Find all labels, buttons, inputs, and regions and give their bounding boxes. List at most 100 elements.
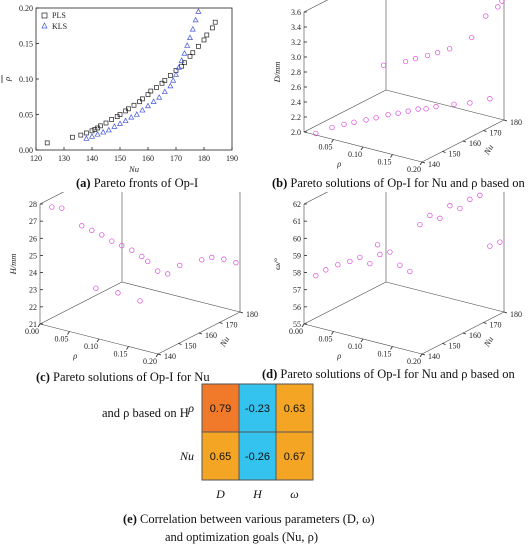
row-label: ρ <box>187 401 194 415</box>
rho-tick-label: 0.05 <box>319 143 333 152</box>
data-point <box>377 251 383 258</box>
nu-tick-label: 140 <box>428 160 440 169</box>
rho-tick-label: 0.00 <box>25 327 39 336</box>
data-point <box>115 290 121 296</box>
point-pls <box>103 120 109 126</box>
data-point <box>357 254 363 261</box>
z-tick-label: 55 <box>293 320 301 329</box>
heatmap-cell <box>201 383 240 433</box>
z-tick-label: 28 <box>29 200 37 209</box>
data-point <box>457 205 463 212</box>
x-tick-label: 150 <box>114 154 126 163</box>
rho-tick <box>96 338 100 343</box>
data-point <box>487 243 493 249</box>
point-pls <box>140 96 145 102</box>
nu-axis-label: Nu <box>481 143 495 157</box>
data-point <box>407 268 413 275</box>
data-point <box>402 58 409 65</box>
nu-tick-label: 160 <box>469 139 481 148</box>
data-point <box>385 111 391 118</box>
point-kls <box>139 106 146 113</box>
heatmap-cell <box>275 383 314 433</box>
data-point <box>499 0 505 4</box>
rho-tick-label: 0.15 <box>378 350 392 359</box>
point-pls <box>98 123 103 129</box>
point-kls <box>178 57 185 63</box>
nu-tick <box>503 119 508 122</box>
caption-c: (c) Pareto solutions of Op-I for Nu <box>36 370 210 384</box>
cell-value: 0.63 <box>284 403 305 415</box>
y-tick-label: 0.00 <box>19 146 33 155</box>
point-kls <box>173 71 179 77</box>
z-tick-label: 61 <box>293 217 301 226</box>
point-pls <box>84 130 89 136</box>
point-kls <box>167 82 174 89</box>
data-point <box>451 101 457 107</box>
rho-tick <box>390 346 393 350</box>
data-point <box>341 121 347 127</box>
frame-edge <box>39 192 65 205</box>
nu-tick <box>483 322 487 324</box>
nu-tick-label: 170 <box>490 321 502 330</box>
data-point <box>446 46 453 52</box>
point-pls <box>168 73 173 78</box>
nu-tick-label: 180 <box>246 310 258 319</box>
data-point <box>447 203 453 209</box>
data-point <box>139 253 145 260</box>
data-point <box>395 110 401 116</box>
z-tick-label: 59 <box>293 251 301 260</box>
y-axis-label: ρ <box>2 77 12 82</box>
z-tick-label: 25 <box>29 251 37 260</box>
data-point <box>427 212 433 219</box>
frame-edge <box>121 281 241 313</box>
y-tick-label: 0.15 <box>19 40 33 49</box>
nu-tick <box>442 343 446 345</box>
x-tick-label: 190 <box>226 154 238 163</box>
nu-tick-label: 180 <box>510 118 522 127</box>
chart-b: 2.0 2.2 2.4 2.6 2.8 3.0 3.2 3.4 3.6 D/mm 0.05 0.10 0… <box>272 0 522 174</box>
data-point <box>424 52 431 59</box>
point-pls <box>154 85 159 90</box>
nu-tick <box>421 161 426 164</box>
caption-b: (b) Pareto solutions of Op-I for Nu and … <box>272 176 525 190</box>
data-point <box>59 205 65 211</box>
cell-value: 0.65 <box>210 451 231 463</box>
point-kls <box>100 128 107 135</box>
point-kls <box>187 34 193 40</box>
data-point <box>351 119 357 125</box>
point-pls <box>92 127 98 132</box>
rho-tick-label: 0.10 <box>84 342 98 351</box>
data-point <box>109 238 115 244</box>
data-point <box>367 260 373 267</box>
rho-tick <box>301 323 305 328</box>
point-pls <box>89 128 95 134</box>
z-tick-label: 2.8 <box>291 68 301 77</box>
legend-label: PLS <box>52 11 66 20</box>
z-axis-label: ω/° <box>272 258 282 270</box>
nu-tick-label: 140 <box>164 352 176 361</box>
caption-e: (e) Correlation between various paramete… <box>123 512 375 526</box>
nu-tick-label: 170 <box>226 321 238 330</box>
data-point <box>313 272 319 279</box>
z-tick-label: 3.6 <box>291 8 301 17</box>
rho-tick-label: 0.05 <box>55 335 69 344</box>
data-point <box>209 254 215 261</box>
point-kls <box>150 98 157 104</box>
point-kls <box>89 133 95 139</box>
frame-edge <box>39 281 123 325</box>
data-point <box>233 260 239 266</box>
data-point <box>49 204 55 210</box>
data-point <box>79 223 85 229</box>
z-tick-label: 23 <box>29 286 37 295</box>
point-kls <box>105 126 112 133</box>
data-point <box>497 239 503 245</box>
legend-label: KLS <box>52 22 67 31</box>
data-point <box>329 124 335 131</box>
nu-tick <box>178 343 182 345</box>
x-tick-label: 160 <box>142 154 154 163</box>
nu-axis-label: Nu <box>217 335 231 349</box>
rho-axis-label: ρ <box>336 351 341 361</box>
data-point <box>129 247 135 253</box>
point-kls <box>181 50 188 56</box>
z-tick-label: 22 <box>29 303 37 312</box>
